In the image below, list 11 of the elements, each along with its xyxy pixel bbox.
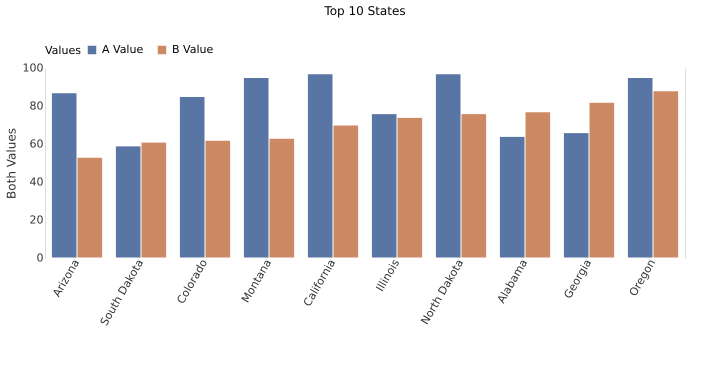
y-tick-label: 40: [30, 176, 44, 188]
legend-label: B Value: [172, 43, 214, 56]
legend-label: A Value: [102, 43, 144, 56]
y-tick-label: 0: [36, 252, 44, 264]
y-axis-title: Both Values: [4, 128, 19, 199]
y-tick-label: 20: [30, 214, 44, 226]
legend-title: Values: [45, 44, 82, 57]
chart-title: Top 10 States: [323, 4, 406, 18]
y-tick-label: 100: [22, 62, 44, 74]
y-tick-label: 80: [30, 100, 44, 112]
y-tick-label: 60: [30, 138, 44, 150]
